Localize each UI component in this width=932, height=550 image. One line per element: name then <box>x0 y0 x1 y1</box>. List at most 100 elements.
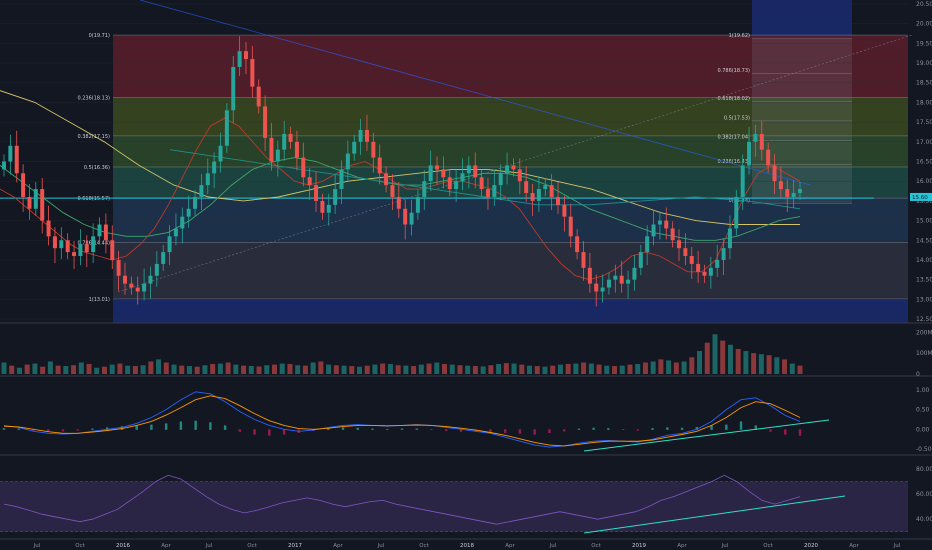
volume-bar <box>125 365 131 374</box>
time-axis-label: Apr <box>849 543 859 549</box>
volume-bar <box>163 362 169 374</box>
macd-histogram-bar <box>91 428 94 430</box>
fib-left-label: 0(19.71) <box>89 33 110 39</box>
candle-body <box>626 279 631 284</box>
candle-body <box>734 196 739 229</box>
candle-body <box>269 137 274 162</box>
candle-body <box>78 244 83 257</box>
candle-body <box>435 165 440 170</box>
macd-tick-label: -0.50 <box>916 446 932 453</box>
candle-body <box>594 283 599 292</box>
candle-body <box>275 149 280 162</box>
volume-bar <box>302 365 308 374</box>
macd-histogram-bar <box>194 420 197 430</box>
macd-signal-line <box>3 395 801 447</box>
candle-body <box>167 236 172 253</box>
volume-bar <box>727 344 733 374</box>
candle-body <box>333 189 338 205</box>
candle-body <box>715 259 720 268</box>
macd-histogram-bar <box>253 429 256 435</box>
candle-body <box>72 252 77 257</box>
candle-body <box>129 283 134 288</box>
fib-left-label: 0.5(16.36) <box>84 165 110 171</box>
candle-body <box>536 189 541 201</box>
volume-bar <box>758 354 764 374</box>
volume-bar <box>681 361 687 374</box>
volume-bar <box>472 366 478 374</box>
candle-body <box>651 224 656 237</box>
volume-bar <box>148 361 154 374</box>
macd-histogram-bar <box>386 428 389 430</box>
candle-body <box>205 173 210 186</box>
volume-bar <box>704 342 710 374</box>
time-axis-label: Oct <box>591 543 601 549</box>
rsi-panel[interactable]: 80.00 60.00 40.00 <box>0 466 932 540</box>
macd-histogram-bar <box>459 429 463 432</box>
macd-trendline <box>583 419 830 452</box>
price-tick-label: 16.50 <box>916 159 932 166</box>
macd-histogram-bar <box>47 429 50 432</box>
candle-body <box>613 275 618 280</box>
volume-bar <box>63 366 69 374</box>
candle-body <box>587 267 592 284</box>
volume-bar <box>94 367 100 374</box>
fib-left-zone <box>113 242 908 299</box>
candle-body <box>638 252 643 268</box>
volume-panel[interactable]: 200M 100M 0 <box>0 329 932 378</box>
fib-right-label: 0.5(17.53) <box>724 115 750 121</box>
candle-body <box>237 51 242 67</box>
candle-body <box>396 196 401 209</box>
rsi-tick-label: 40.00 <box>916 516 932 523</box>
macd-panel[interactable]: 1.00 0.50 0.00 -0.50 <box>0 387 932 456</box>
price-tick-label: 17.00 <box>916 139 932 146</box>
volume-bar <box>527 365 533 374</box>
fib-right-label: 0.236(16.43) <box>717 159 750 165</box>
fib-left-zone <box>113 97 908 136</box>
candle-body <box>339 169 344 190</box>
volume-bar <box>496 363 502 374</box>
candle-body <box>575 236 580 253</box>
candle-body <box>282 133 287 150</box>
candle-body <box>460 173 465 182</box>
macd-tick-label: 1.00 <box>916 387 930 394</box>
volume-bar <box>295 365 301 374</box>
candle-body <box>689 256 694 264</box>
volume-bar <box>581 362 587 374</box>
macd-histogram-bar <box>32 429 35 431</box>
volume-bar <box>171 364 177 374</box>
volume-bar <box>179 365 185 374</box>
candle-body <box>33 189 38 209</box>
time-axis-label: 2017 <box>288 543 302 549</box>
time-axis-label: Jul <box>33 543 41 549</box>
macd-histogram-bar <box>400 428 404 430</box>
volume-bar <box>264 365 270 374</box>
price-tick-label: 15.00 <box>916 218 932 225</box>
candle-body <box>747 141 752 166</box>
candle-body <box>122 275 127 284</box>
volume-bar <box>774 357 780 374</box>
volume-bar <box>132 366 138 374</box>
macd-tick-label: 0.50 <box>916 407 930 414</box>
volume-bar <box>86 363 92 374</box>
candle-body <box>91 236 96 253</box>
volume-bar <box>241 365 247 374</box>
volume-bar <box>140 365 146 374</box>
price-panel[interactable]: 0(19.71) 0.236(18.13) 0.382(17.15) 0.5(16.3… <box>0 0 932 324</box>
volume-bar <box>712 334 718 374</box>
candle-body <box>345 153 350 170</box>
candle-body <box>759 133 764 150</box>
volume-bar <box>333 365 339 374</box>
volume-bar <box>619 365 625 374</box>
fib-left-zone <box>113 135 908 168</box>
candle-body <box>415 196 420 213</box>
volume-bar <box>341 365 347 374</box>
candle-body <box>766 149 771 166</box>
candle-body <box>498 173 503 186</box>
candle-body <box>422 181 427 197</box>
macd-histogram-bar <box>548 429 551 433</box>
fib-right-label: 0.382(17.04) <box>717 135 750 141</box>
volume-bar <box>326 364 332 374</box>
volume-bar <box>588 363 594 374</box>
candle-body <box>263 106 268 138</box>
